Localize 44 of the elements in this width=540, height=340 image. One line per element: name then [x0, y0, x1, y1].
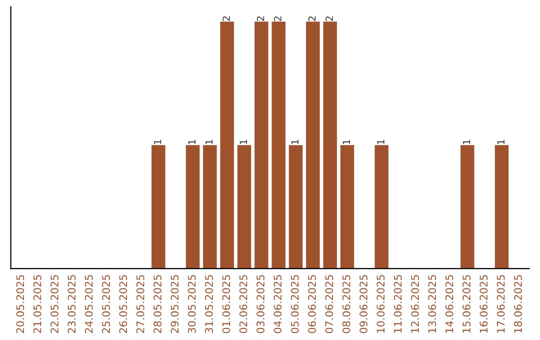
data-label: 1 [154, 140, 162, 144]
x-tick-label: 27.05.2025 [136, 275, 144, 334]
x-tick-label: 05.06.2025 [290, 275, 299, 334]
x-tick-label: 14.06.2025 [445, 275, 454, 333]
x-tick-label: 03.06.2025 [256, 275, 264, 334]
x-tick-label: 12.06.2025 [411, 275, 419, 333]
x-tick-label: 31.05.2025 [205, 275, 213, 334]
x-tick-label: 02.06.2025 [239, 275, 248, 334]
x-tick-label: 13.06.2025 [428, 275, 436, 333]
x-tick-label: 28.05.2025 [154, 275, 162, 334]
data-label: 1 [377, 140, 384, 144]
x-tick-label: 20.05.2025 [16, 275, 24, 334]
data-label: 2 [274, 16, 282, 21]
data-label: 1 [342, 140, 350, 144]
x-tick-label: 01.06.2025 [222, 275, 230, 334]
x-tick-label: 17.06.2025 [496, 275, 505, 333]
x-tick-label: 15.06.2025 [462, 275, 470, 333]
x-tick-label: 24.05.2025 [84, 275, 93, 334]
x-tick-label: 06.06.2025 [308, 275, 316, 334]
data-label: 1 [291, 140, 298, 144]
x-tick-label: 21.05.2025 [33, 275, 42, 334]
data-label: 2 [308, 16, 316, 21]
x-tick-label: 23.05.2025 [68, 275, 76, 334]
x-tick-label: 22.05.2025 [50, 275, 58, 334]
x-tick-label: 07.06.2025 [325, 275, 334, 334]
data-label: 1 [240, 140, 247, 144]
x-tick-label: 30.05.2025 [188, 275, 196, 334]
x-tick-label: 26.05.2025 [119, 275, 128, 334]
data-label: 1 [188, 140, 196, 144]
data-label: 2 [326, 16, 333, 21]
data-label: 2 [222, 16, 230, 21]
x-tick-label: 10.06.2025 [376, 275, 385, 333]
x-tick-label: 18.06.2025 [514, 275, 522, 333]
x-tick-label: 08.06.2025 [342, 275, 350, 334]
x-tick-label: 25.05.2025 [102, 275, 110, 334]
data-label: 1 [463, 140, 470, 144]
data-label: 2 [256, 16, 264, 21]
data-label: 1 [497, 140, 504, 144]
x-tick-label: 16.06.2025 [480, 275, 488, 333]
x-tick-label: 29.05.2025 [170, 275, 179, 334]
data-label: 1 [206, 140, 213, 144]
x-tick-label: 09.06.2025 [360, 275, 368, 334]
x-tick-label: 11.06.2025 [394, 275, 402, 333]
x-tick-label: 04.06.2025 [274, 275, 282, 334]
